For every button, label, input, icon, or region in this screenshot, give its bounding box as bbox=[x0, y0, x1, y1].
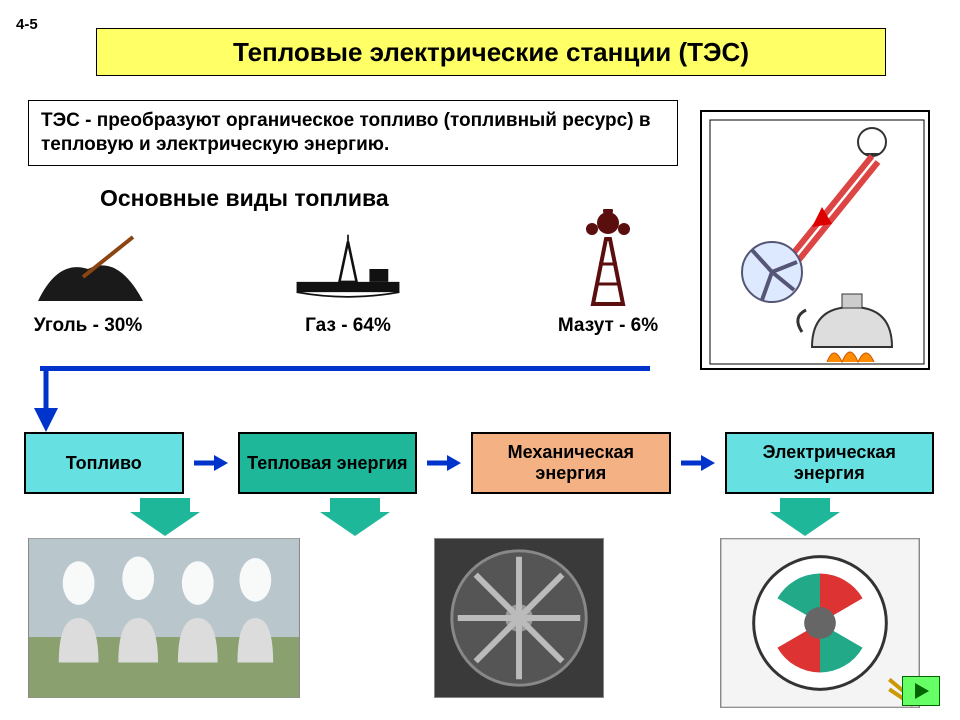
power-plant-photo bbox=[28, 538, 300, 698]
fuel-oil-label: Мазут - 6% bbox=[558, 315, 658, 337]
next-slide-button[interactable] bbox=[902, 676, 940, 706]
flow-arrow-icon bbox=[427, 455, 461, 471]
gas-rig-icon bbox=[288, 229, 408, 309]
oil-derrick-icon bbox=[548, 229, 668, 309]
fuel-gas: Газ - 64% bbox=[288, 229, 408, 337]
fuel-oil: Мазут - 6% bbox=[548, 229, 668, 337]
fuels-heading: Основные виды топлива bbox=[100, 185, 389, 212]
slide-title: Тепловые электрические станции (ТЭС) bbox=[96, 28, 886, 76]
kettle-generator-illustration bbox=[700, 110, 930, 370]
coal-icon bbox=[28, 229, 148, 309]
flow-box-0: Топливо bbox=[24, 432, 184, 494]
flow-arrow-icon bbox=[681, 455, 715, 471]
description-box: ТЭС - преобразуют органическое топливо (… bbox=[28, 100, 678, 166]
down-arrow-icon bbox=[130, 498, 200, 536]
down-arrow-icon bbox=[320, 498, 390, 536]
fuel-gas-label: Газ - 64% bbox=[305, 315, 391, 337]
slide-title-text: Тепловые электрические станции (ТЭС) bbox=[233, 37, 749, 68]
energy-flow-row: Топливо Тепловая энергия Механическая энер… bbox=[24, 432, 934, 494]
fuel-types-row: Уголь - 30% Газ - 64% Ма bbox=[28, 222, 668, 337]
down-arrow-icon bbox=[770, 498, 840, 536]
flow-box-3: Электрическая энергия bbox=[725, 432, 934, 494]
fuel-coal-label: Уголь - 30% bbox=[34, 315, 143, 337]
flow-box-2: Механическая энергия bbox=[471, 432, 670, 494]
fuel-coal: Уголь - 30% bbox=[28, 229, 148, 337]
turbine-photo bbox=[434, 538, 604, 698]
page-number: 4-5 bbox=[16, 16, 38, 33]
fuel-underline bbox=[40, 366, 650, 371]
flow-arrow-icon bbox=[194, 455, 228, 471]
flow-box-1: Тепловая энергия bbox=[238, 432, 418, 494]
generator-diagram bbox=[720, 538, 920, 708]
down-to-flow-arrow bbox=[34, 366, 74, 436]
